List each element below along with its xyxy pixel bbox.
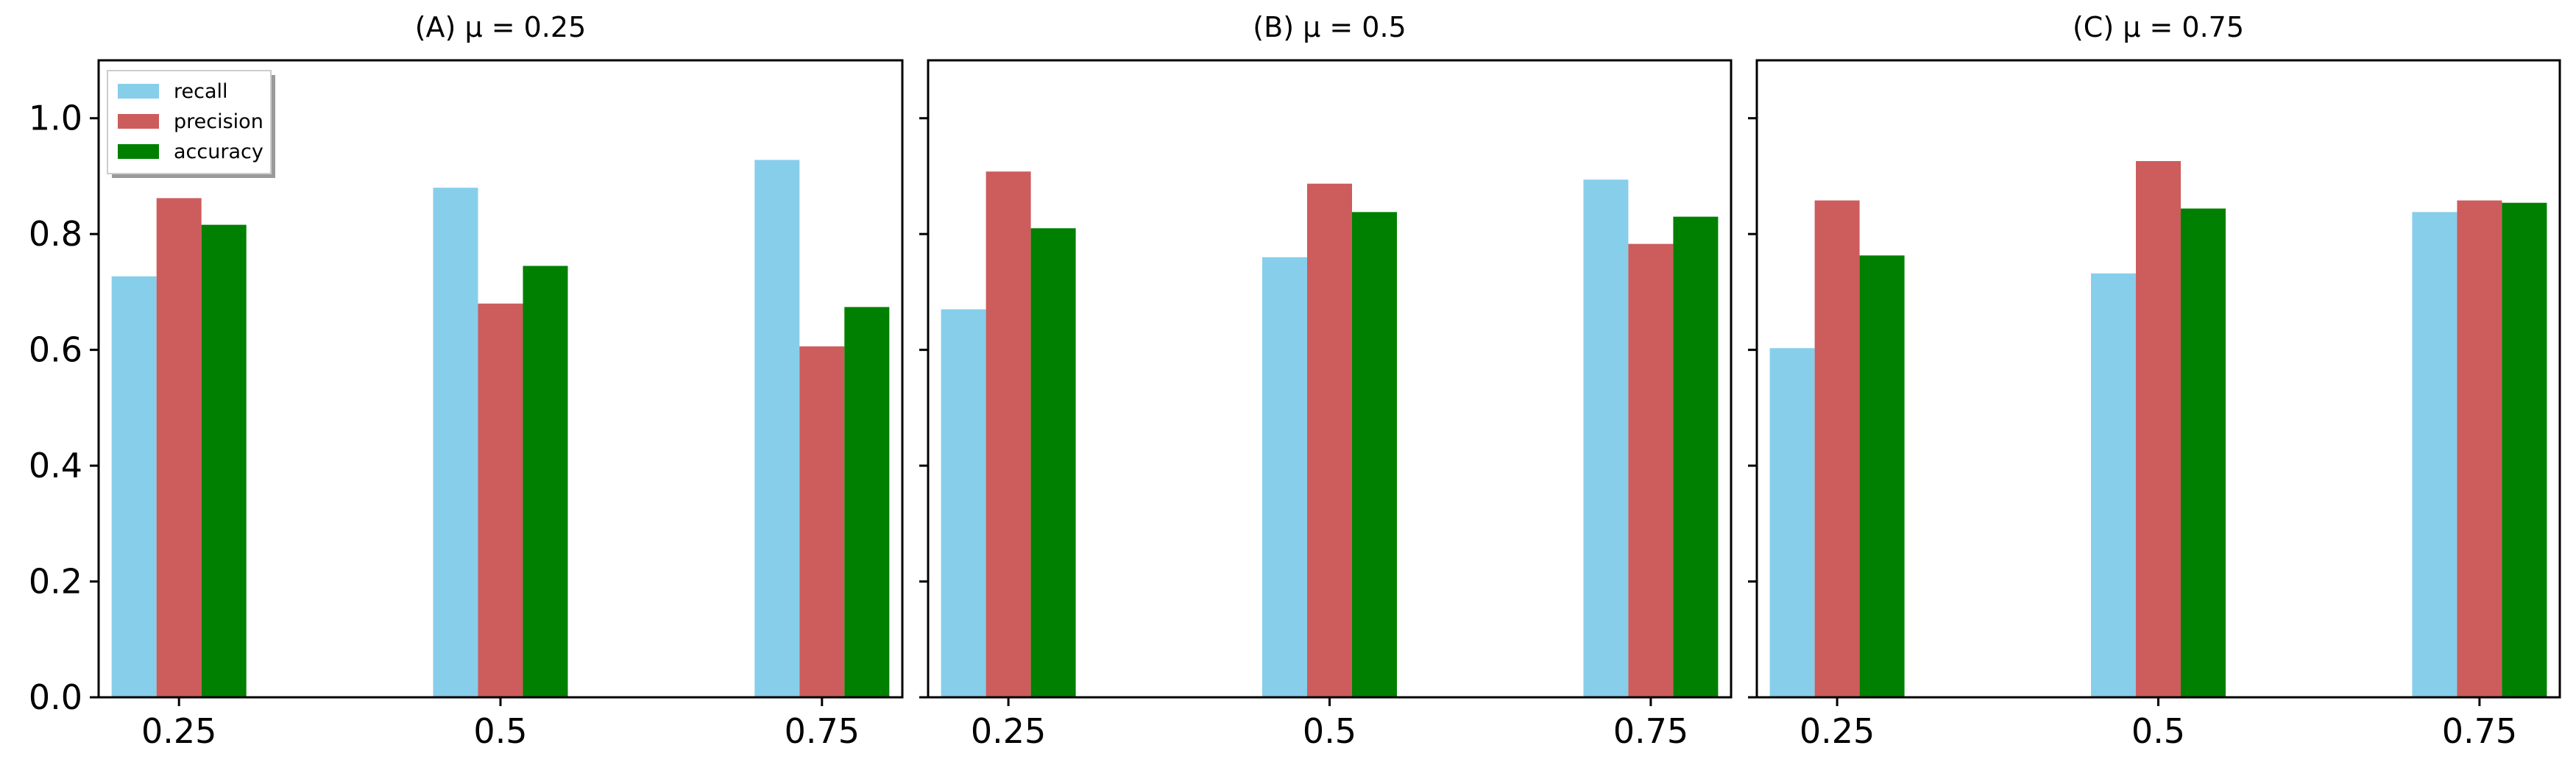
legend-swatch-precision [118,114,159,129]
bar-accuracy-0 [201,224,247,698]
x-tick-label: 0.5 [473,711,527,751]
x-tick-label: 0.5 [1303,711,1356,751]
bar-recall-2 [1583,179,1629,697]
bar-accuracy-1 [523,266,568,697]
legend-label-accuracy: accuracy [174,140,263,163]
chart-panel-3: 0.25 0.5 0.75 (C) μ = 0.75 [1748,11,2561,751]
bar-recall-0 [111,276,157,697]
bar-accuracy-2 [2502,202,2547,697]
legend-swatch-accuracy [118,144,159,159]
bar-recall-1 [1262,257,1307,697]
legend-label-precision: precision [174,110,263,133]
y-tick-label: 0.4 [29,446,82,485]
bar-recall-1 [433,188,478,697]
bar-accuracy-0 [1030,228,1076,697]
legend-swatch-recall [118,84,159,99]
x-tick-label: 0.75 [2442,711,2517,751]
bar-accuracy-1 [2181,208,2226,697]
bar-recall-2 [754,160,800,697]
chart-panel-1: 0.0 0.2 0.4 0.6 0.8 1.0 0.25 0.5 0.75 (A) μ = 0.2… [29,11,904,751]
panel-title: (B) μ = 0.5 [1253,11,1406,43]
bar-recall-2 [2412,212,2458,697]
bar-recall-0 [941,309,986,697]
bar-precision-1 [1307,183,1352,697]
bar-precision-0 [156,198,202,697]
bar-accuracy-0 [1859,255,1905,697]
x-tick-label: 0.25 [1800,711,1875,751]
x-tick-label: 0.25 [971,711,1046,751]
chart-panel-2: 0.25 0.5 0.75 (B) μ = 0.5 [919,11,1733,751]
bar-precision-2 [799,346,845,697]
panel-title: (A) μ = 0.25 [415,11,587,43]
bar-precision-2 [2457,200,2502,697]
bar-precision-0 [1814,200,1860,697]
y-tick-label: 0.8 [29,214,82,254]
y-tick-label: 0.6 [29,330,82,370]
bar-recall-0 [1769,348,1815,697]
y-tick-label: 0.2 [29,562,82,602]
bar-recall-1 [2091,273,2136,697]
x-tick-label: 0.25 [141,711,216,751]
bar-precision-2 [1628,243,1674,698]
bar-accuracy-1 [1352,212,1397,697]
x-tick-label: 0.75 [1613,711,1688,751]
x-tick-label: 0.5 [2131,711,2185,751]
x-tick-label: 0.75 [785,711,860,751]
y-tick-label: 1.0 [29,99,82,138]
bar-precision-1 [478,303,523,697]
bar-accuracy-2 [844,307,890,697]
panel-title: (C) μ = 0.75 [2073,11,2244,43]
bar-precision-1 [2136,161,2181,697]
bar-accuracy-2 [1673,216,1719,698]
legend: recall precision accuracy [107,70,275,178]
y-tick-label: 0.0 [29,677,82,717]
legend-label-recall: recall [174,80,228,103]
bar-precision-0 [986,171,1031,697]
